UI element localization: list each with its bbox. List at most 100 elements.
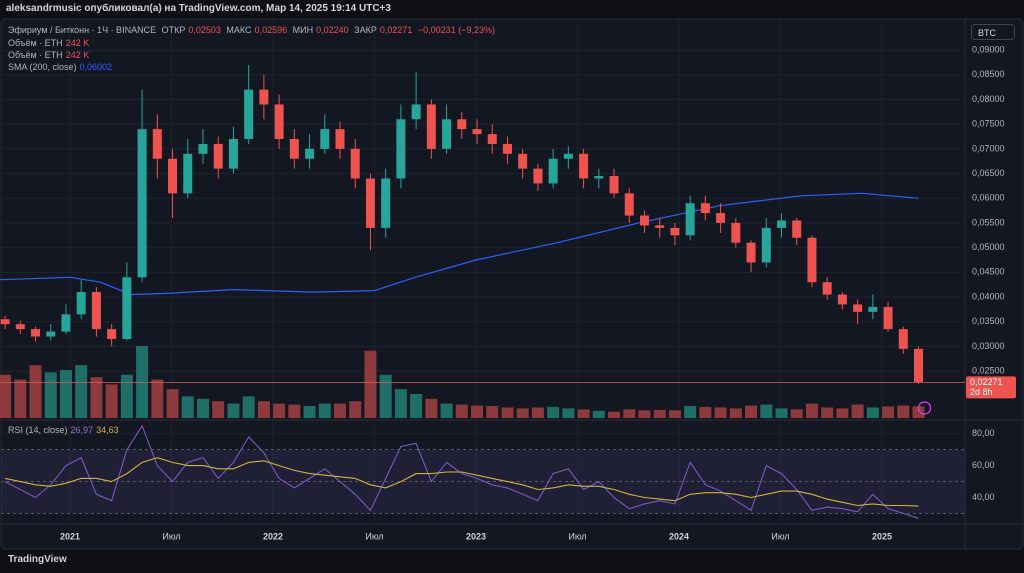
- y-tick-label: 0,05500: [972, 217, 1005, 227]
- volume-bar: [44, 372, 57, 418]
- candle-body: [365, 178, 375, 228]
- candle-body: [137, 129, 147, 278]
- volume-bar: [851, 404, 864, 418]
- volume-bar: [151, 379, 164, 418]
- y-tick-label: 0,09000: [972, 44, 1005, 54]
- candle-body: [716, 213, 726, 223]
- candle-body: [563, 153, 573, 159]
- candle-body: [472, 129, 482, 135]
- x-tick-label: 2021: [60, 531, 80, 541]
- candle-body: [700, 203, 710, 214]
- candle-body: [91, 292, 101, 330]
- volume-bar: [699, 406, 712, 418]
- currency-button[interactable]: BTC: [971, 24, 1015, 40]
- candle-body: [731, 222, 741, 243]
- volume-bar: [912, 406, 925, 418]
- volume-bar: [714, 407, 727, 418]
- candle-body: [198, 143, 208, 154]
- candle-body: [639, 215, 649, 226]
- low-label: МИН: [292, 25, 314, 35]
- volume-bar: [745, 405, 758, 418]
- volume-bar: [14, 379, 27, 418]
- low-value: 0,02240: [316, 25, 349, 35]
- volume-bar: [105, 384, 118, 418]
- sma-label: SMA (200, close): [8, 62, 77, 72]
- sma-value: 0,06002: [79, 62, 113, 72]
- y-tick-label: 40,00: [972, 492, 995, 502]
- volume-legend: Объём · ETH 242 K: [8, 50, 92, 60]
- volume-bar: [531, 407, 544, 418]
- y-tick-label: 0,06500: [972, 168, 1005, 178]
- candle-body: [107, 329, 117, 339]
- open-label: ОТКР: [161, 25, 186, 35]
- y-tick-label: 0,08000: [972, 94, 1005, 104]
- volume-bar: [821, 407, 834, 418]
- volume-bar: [516, 408, 529, 418]
- candle-body: [655, 225, 665, 228]
- volume-label: Объём · ETH: [8, 50, 63, 60]
- volume-bar: [90, 377, 103, 418]
- y-tick-label: 0,06000: [972, 193, 1005, 203]
- candle-body: [898, 329, 908, 349]
- x-tick-label: 2024: [669, 531, 689, 541]
- volume-bar: [227, 403, 240, 418]
- footer-logo: TradingView: [8, 554, 67, 565]
- volume-bar: [623, 409, 636, 418]
- candle-body: [624, 193, 634, 216]
- author-line: aleksandrmusic опубликовал(а) на Trading…: [6, 3, 391, 14]
- candle-body: [594, 176, 604, 179]
- volume-value: 242 K: [65, 50, 90, 60]
- candle-body: [807, 237, 817, 283]
- candle-body: [609, 176, 619, 194]
- volume-bar: [303, 406, 316, 418]
- close-value: 0,02271: [379, 25, 413, 35]
- candle-body: [746, 242, 756, 263]
- candle-body: [396, 119, 406, 179]
- y-tick-label: 0,05000: [972, 242, 1005, 252]
- candle-body: [183, 153, 193, 194]
- candle-body: [426, 104, 436, 149]
- volume-bar: [775, 408, 788, 418]
- volume-bar: [425, 398, 438, 418]
- alert-icon: [917, 401, 932, 415]
- countdown: 2d 8h: [970, 387, 993, 397]
- candle-body: [320, 129, 330, 149]
- y-tick-label: 60,00: [972, 460, 995, 470]
- candle-body: [15, 324, 25, 330]
- volume-bar: [273, 403, 286, 418]
- y-tick-label: 0,02500: [972, 365, 1005, 375]
- volume-bar: [181, 396, 194, 418]
- volume-bar: [608, 411, 621, 418]
- volume-bar: [455, 404, 468, 418]
- volume-bar: [805, 403, 818, 418]
- volume-bar: [410, 394, 423, 418]
- volume-bar: [440, 403, 453, 418]
- volume-bar: [379, 374, 392, 418]
- candle-body: [0, 319, 10, 325]
- rsi-ma-value: 34,63: [96, 425, 119, 435]
- change: −0,00231 (−9,23%): [417, 25, 495, 35]
- sma-line: [0, 192, 919, 296]
- symbol: Эфириум / Битконн · 1Ч · BINANCE: [8, 25, 157, 35]
- volume-bar: [29, 365, 42, 418]
- y-tick-label: 0,07500: [972, 119, 1005, 129]
- volume-bar: [882, 406, 895, 418]
- candle-body: [533, 168, 543, 184]
- y-tick-label: 0,03000: [972, 341, 1005, 351]
- candle-body: [259, 89, 269, 105]
- candle-body: [792, 220, 802, 238]
- x-tick-label: Июл: [771, 531, 789, 541]
- volume-bar: [288, 404, 301, 418]
- y-tick-label: 0,07000: [972, 143, 1005, 153]
- volume-bar: [318, 403, 331, 418]
- volume-bar: [836, 408, 849, 418]
- open-value: 0,02503: [188, 25, 221, 35]
- volume-legend: Объём · ETH 242 K: [8, 38, 92, 48]
- volume-bar: [166, 389, 179, 418]
- volume-bar: [760, 404, 773, 418]
- volume-bar: [592, 410, 605, 418]
- candle-body: [685, 203, 695, 236]
- candle-body: [883, 306, 893, 330]
- volume-bar: [349, 401, 362, 418]
- candle-body: [305, 148, 315, 159]
